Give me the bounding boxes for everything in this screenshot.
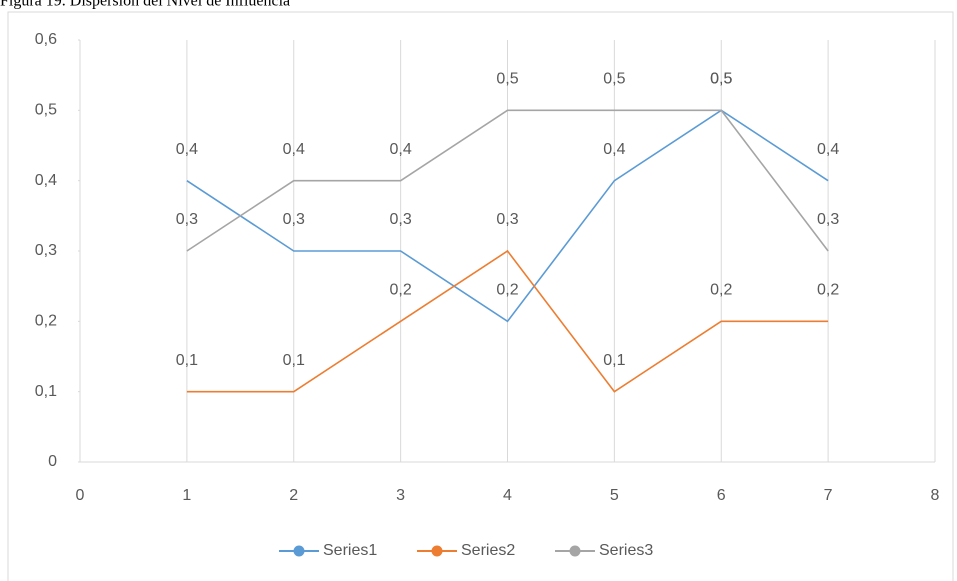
chart-title: Figura 19. Dispersión del Nivel de Influ… — [0, 0, 290, 10]
legend-marker — [431, 545, 443, 557]
data-label: 0,3 — [496, 211, 518, 228]
data-label: 0,1 — [176, 352, 198, 369]
data-label: 0,3 — [283, 211, 305, 228]
data-label: 0,3 — [817, 211, 839, 228]
y-tick-label: 0,1 — [35, 383, 57, 400]
x-tick-label: 5 — [610, 487, 619, 504]
data-label: 0,5 — [710, 71, 732, 88]
data-label: 0,5 — [603, 71, 625, 88]
x-tick-label: 4 — [503, 487, 512, 504]
data-label: 0,4 — [176, 141, 198, 158]
data-label: 0,1 — [283, 352, 305, 369]
y-tick-label: 0,4 — [35, 172, 57, 189]
data-label: 0,4 — [283, 141, 305, 158]
y-tick-label: 0,5 — [35, 102, 57, 119]
data-label: 0,4 — [603, 141, 625, 158]
series-line — [186, 109, 829, 252]
y-tick-label: 0,6 — [35, 31, 57, 48]
x-tick-label: 6 — [717, 487, 726, 504]
series-line — [186, 249, 829, 393]
x-tick-label: 0 — [76, 487, 85, 504]
data-label: 0,2 — [817, 282, 839, 299]
chart-border — [7, 11, 954, 581]
data-label: 0,4 — [390, 141, 412, 158]
data-label: 0,1 — [603, 352, 625, 369]
legend-label: Series3 — [599, 542, 653, 559]
data-label: 0,5 — [496, 71, 518, 88]
data-label: 0,2 — [496, 282, 518, 299]
legend-label: Series1 — [323, 542, 377, 559]
data-label: 0,5 — [710, 71, 732, 88]
x-tick-label: 1 — [182, 487, 191, 504]
x-tick-label: 8 — [931, 487, 940, 504]
y-tick-label: 0,2 — [35, 313, 57, 330]
legend-label: Series2 — [461, 542, 515, 559]
x-tick-label: 7 — [824, 487, 833, 504]
y-tick-label: 0,3 — [35, 242, 57, 259]
legend-marker — [293, 545, 305, 557]
x-tick-label: 3 — [396, 487, 405, 504]
data-label: 0,4 — [817, 141, 839, 158]
data-label: 0,2 — [710, 282, 732, 299]
y-tick-label: 0 — [48, 453, 57, 470]
data-label: 0,3 — [176, 211, 198, 228]
legend-marker — [569, 545, 581, 557]
data-label: 0,2 — [390, 282, 412, 299]
x-tick-label: 2 — [289, 487, 298, 504]
data-label: 0,3 — [390, 211, 412, 228]
